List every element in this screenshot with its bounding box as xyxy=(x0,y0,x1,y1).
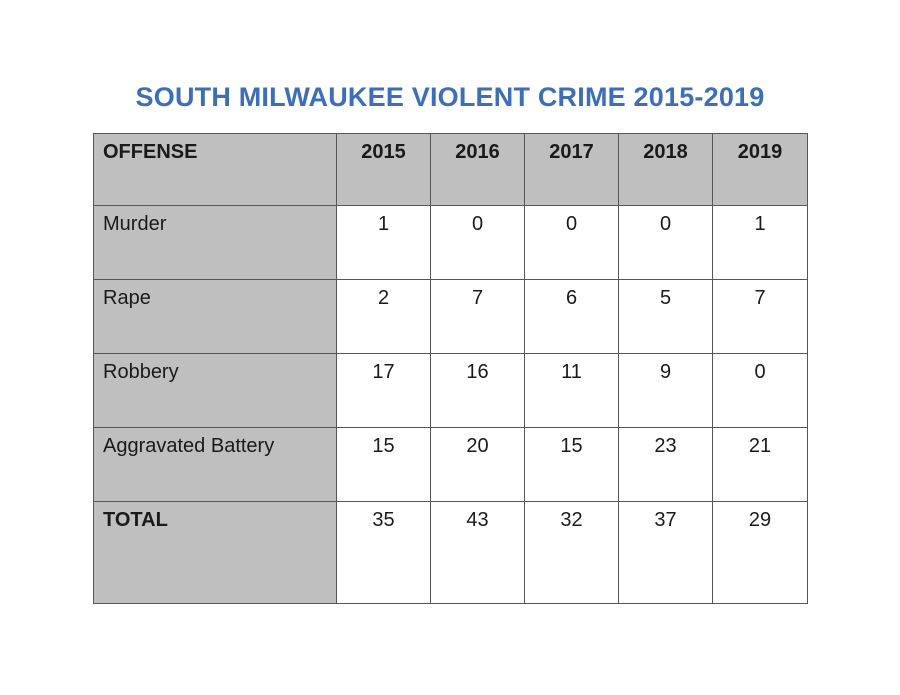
table-row-robbery: Robbery 17 16 11 9 0 xyxy=(93,353,808,428)
row-label: Murder xyxy=(93,205,337,280)
table-row-aggravated-battery: Aggravated Battery 15 20 15 23 21 xyxy=(93,427,808,502)
table-cell: 11 xyxy=(524,353,619,428)
table-cell: 0 xyxy=(618,205,713,280)
column-header-2017: 2017 xyxy=(524,133,619,206)
table-cell: 21 xyxy=(712,427,808,502)
table-cell: 5 xyxy=(618,279,713,354)
table-cell: 17 xyxy=(336,353,431,428)
row-label: Aggravated Battery xyxy=(93,427,337,502)
table-cell: 0 xyxy=(524,205,619,280)
page-title: SOUTH MILWAUKEE VIOLENT CRIME 2015-2019 xyxy=(135,82,765,112)
table-row-rape: Rape 2 7 6 5 7 xyxy=(93,279,808,354)
table-row-murder: Murder 1 0 0 0 1 xyxy=(93,205,808,280)
table-cell: 6 xyxy=(524,279,619,354)
table-cell: 0 xyxy=(430,205,525,280)
table-cell: 16 xyxy=(430,353,525,428)
table-cell: 43 xyxy=(430,501,525,604)
table-cell: 23 xyxy=(618,427,713,502)
column-header-2019: 2019 xyxy=(712,133,808,206)
table-header-row: OFFENSE 2015 2016 2017 2018 2019 xyxy=(93,133,808,206)
table-cell: 32 xyxy=(524,501,619,604)
table-cell: 20 xyxy=(430,427,525,502)
table-cell: 0 xyxy=(712,353,808,428)
table-cell: 15 xyxy=(336,427,431,502)
table-cell: 37 xyxy=(618,501,713,604)
row-label: Rape xyxy=(93,279,337,354)
column-header-2016: 2016 xyxy=(430,133,525,206)
table-cell: 1 xyxy=(336,205,431,280)
table-cell: 9 xyxy=(618,353,713,428)
table-row-total: TOTAL 35 43 32 37 29 xyxy=(93,501,808,604)
table-cell: 2 xyxy=(336,279,431,354)
table-cell: 29 xyxy=(712,501,808,604)
table-cell: 7 xyxy=(430,279,525,354)
table-cell: 15 xyxy=(524,427,619,502)
row-label: TOTAL xyxy=(93,501,337,604)
row-label: Robbery xyxy=(93,353,337,428)
table-cell: 35 xyxy=(336,501,431,604)
column-header-2018: 2018 xyxy=(618,133,713,206)
table-cell: 1 xyxy=(712,205,808,280)
crime-table: OFFENSE 2015 2016 2017 2018 2019 Murder … xyxy=(93,133,808,604)
column-header-2015: 2015 xyxy=(336,133,431,206)
table-cell: 7 xyxy=(712,279,808,354)
column-header-offense: OFFENSE xyxy=(93,133,337,206)
